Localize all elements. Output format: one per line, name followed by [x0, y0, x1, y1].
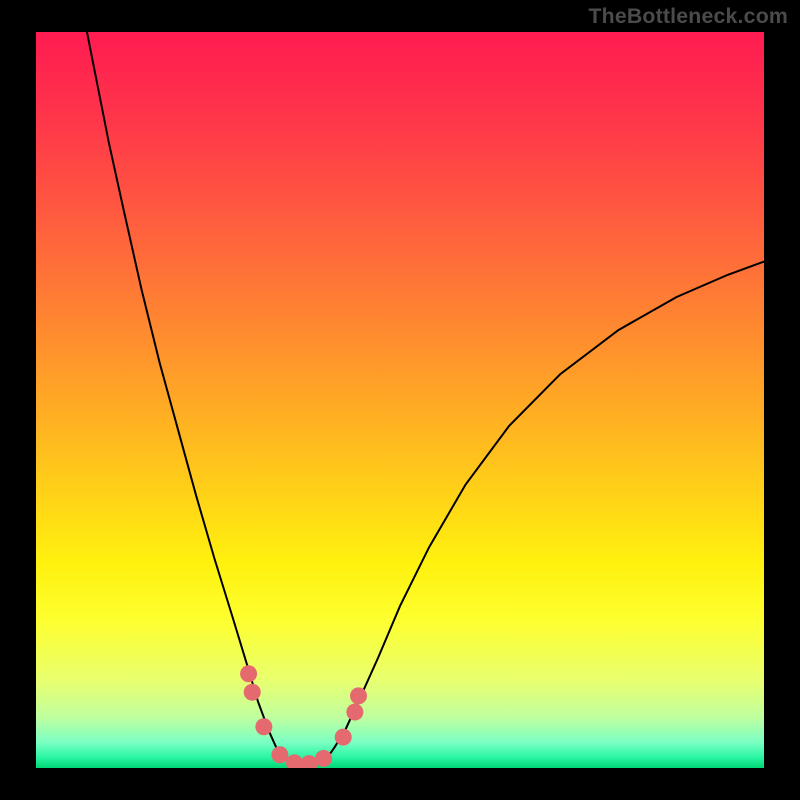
marker-dot	[244, 684, 261, 701]
marker-dot	[350, 687, 367, 704]
marker-dot	[255, 718, 272, 735]
watermark-text: TheBottleneck.com	[588, 4, 788, 29]
marker-dot	[315, 750, 332, 767]
marker-dot	[240, 665, 257, 682]
marker-dot	[335, 729, 352, 746]
plot-background	[36, 32, 764, 768]
canvas: TheBottleneck.com	[0, 0, 800, 800]
marker-dot	[346, 704, 363, 721]
marker-dot	[271, 746, 288, 763]
plot-svg	[36, 32, 764, 768]
plot-area	[36, 32, 764, 768]
